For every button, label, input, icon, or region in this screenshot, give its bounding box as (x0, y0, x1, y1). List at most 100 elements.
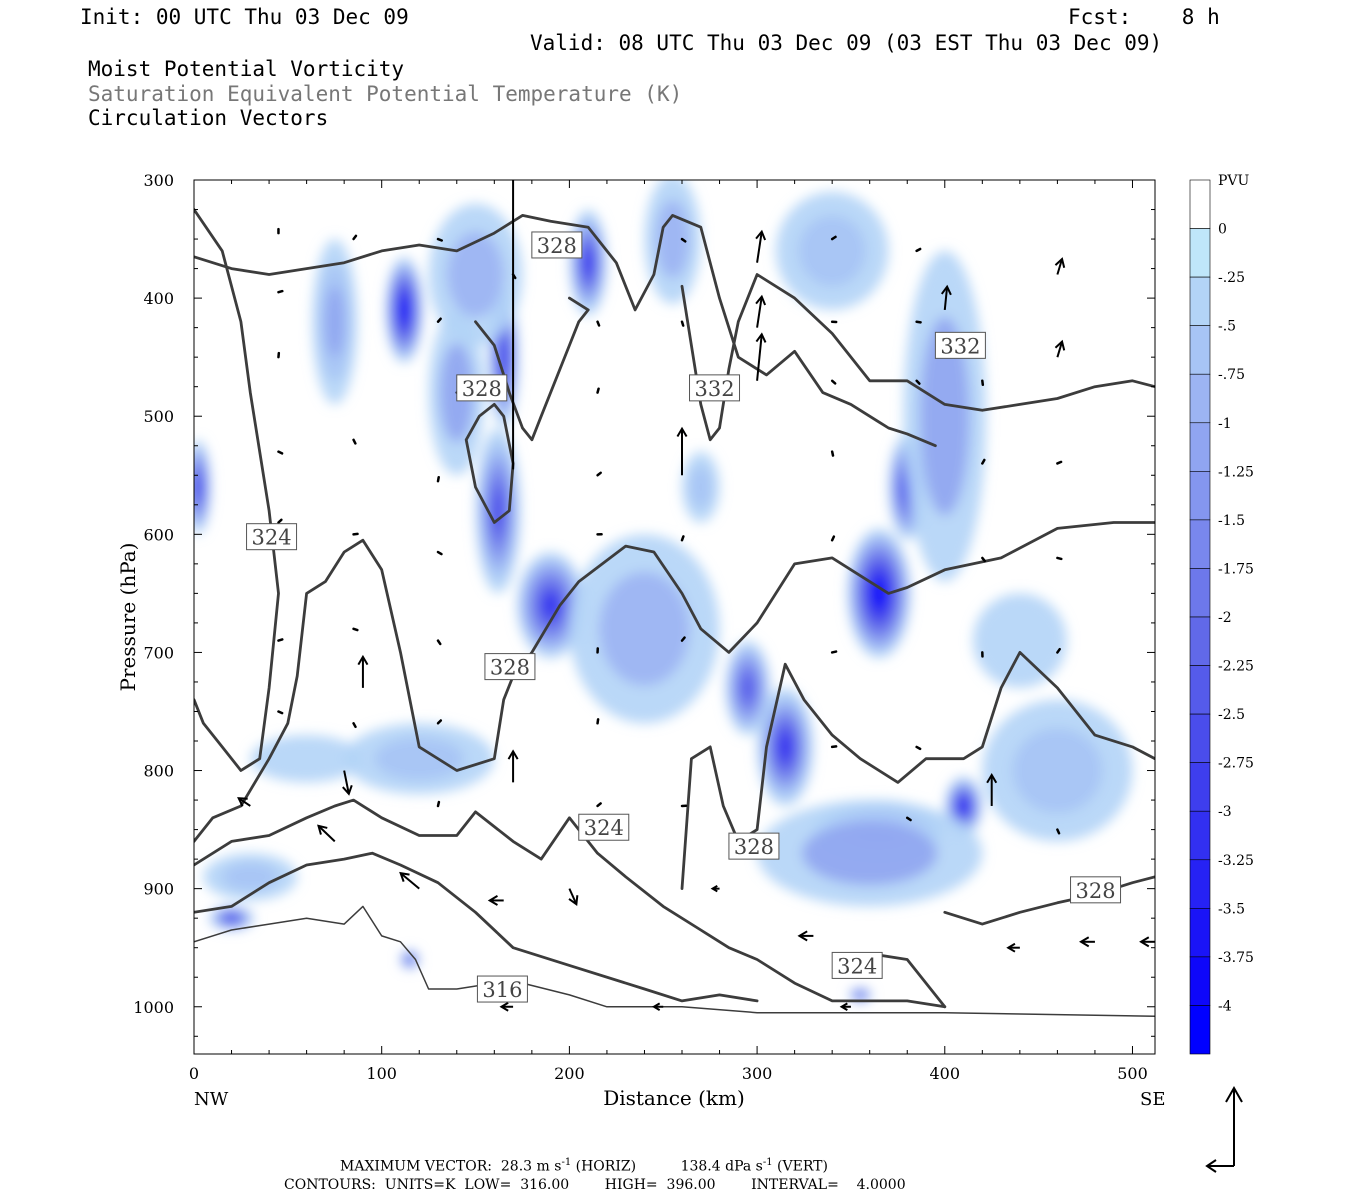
theta-contour-324 (194, 798, 947, 1009)
max-vector-vert: 138.4 dPa s (680, 1158, 763, 1175)
colorbar-swatch (1189, 179, 1211, 229)
pv-blob (1012, 728, 1103, 814)
colorbar-label: -.5 (1218, 319, 1236, 335)
colorbar-label: -1.25 (1218, 464, 1254, 480)
y-tick-label: 600 (143, 525, 174, 544)
circulation-vector (797, 930, 814, 942)
colorbar-label: -3.5 (1218, 901, 1245, 917)
colorbar-swatch (1189, 276, 1211, 326)
circulation-vector-small (596, 802, 602, 808)
circulation-vector-small (352, 722, 357, 729)
colorbar: PVU 0 -.25 -.5 -.75 -1 -1.25 -1.5 -1.75 -2 -2.25 -2… (1189, 173, 1254, 1055)
circulation-vector (710, 884, 720, 893)
x-tick-label: 300 (742, 1064, 773, 1083)
colorbar-swatch (1189, 325, 1211, 375)
max-vector-vert-tail: (VERT) (777, 1158, 828, 1175)
circulation-vector (568, 888, 579, 906)
pv-blob (741, 674, 754, 701)
colorbar-label: -.75 (1218, 367, 1245, 383)
circulation-vector-small (680, 535, 685, 542)
colorbar-label: -2.5 (1218, 707, 1245, 723)
colorbar-label: -4 (1218, 998, 1232, 1014)
circulation-vector (651, 1002, 664, 1012)
circulation-vector-small (436, 800, 441, 808)
circulation-vector-small (436, 237, 443, 242)
circulation-vector-small (830, 450, 835, 457)
colorbar-label: -1 (1218, 416, 1232, 432)
colorbar-swatch (1189, 810, 1211, 861)
contour-label-box (934, 331, 986, 359)
contour-label-box (476, 975, 528, 1003)
x-axis-label: Distance (km) (603, 1086, 745, 1110)
circulation-vector-small (277, 518, 283, 524)
circulation-vector-small (277, 710, 284, 715)
circulation-vector (317, 824, 336, 843)
x-tick-label: 0 (189, 1064, 199, 1083)
theta-contour-316 (194, 905, 1155, 1017)
pv-blob (972, 593, 1067, 688)
circulation-vector (342, 770, 353, 796)
contour-label: 324 (252, 526, 292, 550)
contour-label: 324 (584, 816, 624, 840)
circulation-vector-small (915, 379, 921, 385)
circulation-vector-small (830, 535, 836, 542)
max-vector-horiz-exp: -1 (561, 1157, 572, 1168)
y-tick-label: 800 (143, 762, 174, 781)
pv-blob (960, 800, 967, 812)
field-title-vectors: Circulation Vectors (88, 106, 329, 130)
pv-shading (194, 180, 1133, 1003)
circulation-vector (399, 871, 420, 890)
circulation-vector (1006, 942, 1020, 953)
field-title-pv: Moist Potential Vorticity (88, 57, 405, 81)
colorbar-swatch (1189, 568, 1211, 618)
max-vector-vert-exp: -1 (762, 1157, 773, 1168)
circulation-vector-small (830, 650, 838, 654)
circulation-vector-small (981, 556, 987, 563)
colorbar-label: -2.25 (1218, 659, 1254, 675)
circulation-vector-small (277, 289, 284, 294)
x-tick-label: 200 (554, 1064, 585, 1083)
circulation-vector (676, 426, 688, 476)
contour-label-box (531, 231, 583, 259)
x-tick-label: 500 (1117, 1064, 1148, 1083)
x-tick-label: 400 (930, 1064, 961, 1083)
contour-label: 332 (694, 377, 734, 401)
circulation-vector-small (277, 450, 284, 455)
circulation-vector-small (352, 438, 357, 445)
colorbar-swatch (1189, 956, 1211, 1006)
contour-label: 332 (940, 334, 980, 358)
max-vector-label: MAXIMUM VECTOR: (340, 1158, 492, 1175)
field-title-theta-es: Saturation Equivalent Potential Temperat… (88, 82, 683, 106)
pv-blob (325, 286, 345, 358)
y-tick-label: 900 (143, 880, 174, 899)
pv-blob (798, 215, 866, 287)
y-axis-label: Pressure (hPa) (116, 543, 140, 692)
max-vector-line: MAXIMUM VECTOR: 28.3 m s-1 (HORIZ) 138.4… (340, 1157, 828, 1175)
circulation-vector-small (981, 458, 986, 465)
contour-label: 324 (837, 954, 877, 978)
pv-blob (779, 735, 791, 759)
circulation-vector-small (352, 627, 359, 632)
circulation-vector (755, 229, 767, 263)
theta-contour-320 (194, 851, 759, 1003)
contour-label: 328 (462, 377, 502, 401)
forecast-hour: Fcst: 8 h (1068, 5, 1220, 29)
circulation-vector-small (680, 320, 685, 327)
circulation-vector (839, 1002, 851, 1012)
circulation-vector (755, 332, 767, 381)
colorbar-swatch (1189, 373, 1211, 424)
circulation-vector-small (680, 237, 687, 243)
circulation-vector-small (915, 247, 922, 253)
circulation-vector (487, 895, 504, 906)
theta-contour-328 (194, 521, 1155, 843)
contour-label-box (831, 951, 883, 979)
pv-blob (250, 735, 363, 783)
pv-blob (584, 252, 592, 274)
colorbar-unit: PVU (1218, 173, 1250, 189)
circulation-vector-small (436, 639, 442, 646)
contour-label: 328 (490, 656, 530, 680)
circulation-vector-small (436, 550, 443, 556)
contour-label: 328 (537, 234, 577, 258)
contour-label-box (578, 813, 630, 841)
